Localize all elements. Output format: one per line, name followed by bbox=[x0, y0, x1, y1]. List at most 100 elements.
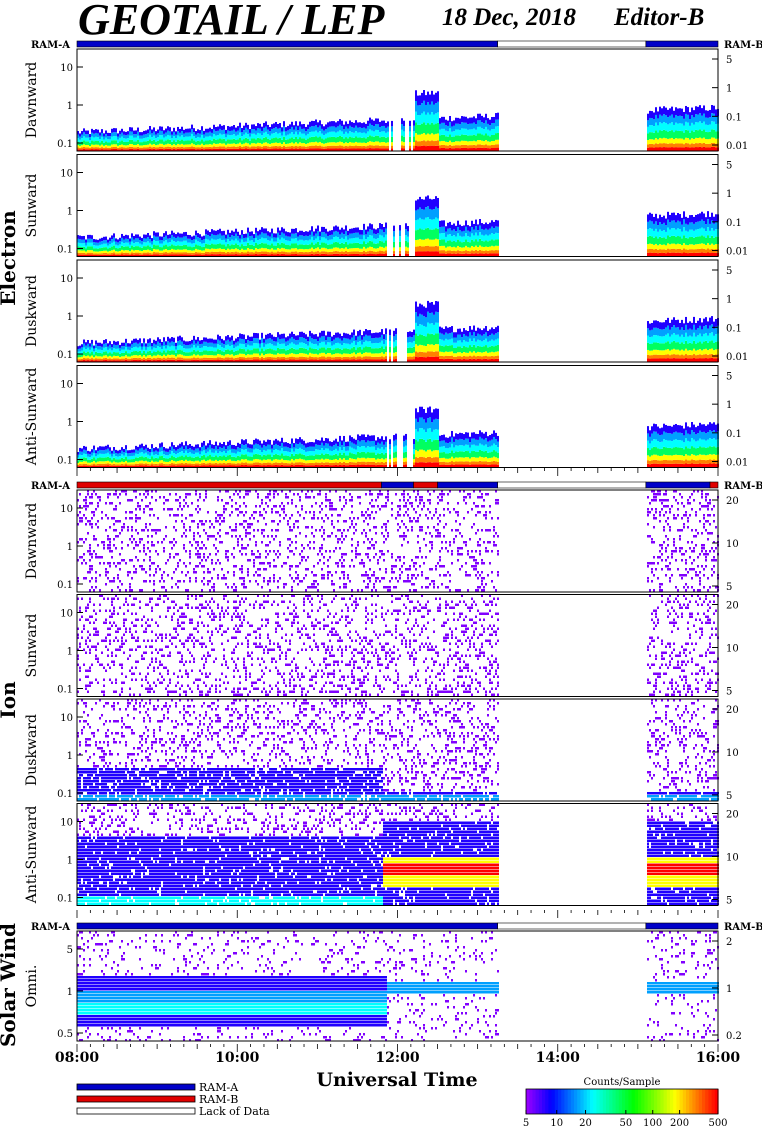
colorbar-cell bbox=[554, 1089, 559, 1114]
y-tick-label: 1 bbox=[67, 987, 73, 998]
electron-panel-3-frame bbox=[76, 365, 719, 468]
solar-wind-panel-frame bbox=[76, 930, 719, 1042]
colorbar-cell bbox=[564, 1089, 569, 1114]
ion-panel-1-frame bbox=[76, 594, 719, 697]
x-tick-label: 10:00 bbox=[215, 1050, 259, 1066]
electron-spectrogram-0 bbox=[77, 90, 719, 151]
colorbar-cell bbox=[526, 1089, 530, 1114]
y2-tick-label: 10 bbox=[726, 539, 739, 550]
colorbar-cell bbox=[682, 1089, 687, 1114]
mode-bar-segment-ion bbox=[709, 481, 719, 489]
colorbar-cell bbox=[692, 1089, 697, 1114]
y2-tick-label: 0.01 bbox=[726, 141, 748, 152]
colorbar-title: Counts/Sample bbox=[584, 1077, 661, 1088]
y2-tick-label: 20 bbox=[726, 810, 739, 821]
colorbar-cell bbox=[631, 1089, 636, 1114]
y2-tick-label: 5 bbox=[726, 791, 732, 802]
colorbar-cell bbox=[586, 1089, 591, 1114]
ion-spectrogram-0 bbox=[77, 490, 719, 592]
colorbar-cell bbox=[711, 1089, 716, 1114]
ion-spectrogram-1 bbox=[77, 594, 719, 696]
y-tick-label: 0.1 bbox=[57, 350, 73, 361]
colorbar-cell bbox=[676, 1089, 681, 1114]
panel-label: Dawnward bbox=[24, 62, 40, 139]
y2-tick-label: 0.01 bbox=[726, 352, 748, 363]
colorbar-tick-label: 10 bbox=[550, 1118, 563, 1128]
y-tick-label: 10 bbox=[60, 169, 73, 180]
y-tick-label: 0.1 bbox=[57, 580, 73, 591]
y-tick-label: 0.1 bbox=[57, 685, 73, 696]
colorbar-cell bbox=[577, 1089, 581, 1114]
y-tick-label: 1 bbox=[67, 418, 73, 429]
colorbar-cell bbox=[535, 1089, 540, 1114]
mode-bar-segment-solar-wind bbox=[645, 922, 719, 930]
colorbar-cell bbox=[615, 1089, 620, 1114]
legend-item-label: RAM-A bbox=[199, 1081, 239, 1094]
y-tick-label: 0.1 bbox=[57, 456, 73, 467]
electron-spectrogram-2 bbox=[77, 300, 719, 362]
y2-tick-label: 5 bbox=[726, 161, 732, 172]
electron-spectrogram-1 bbox=[77, 195, 719, 257]
colorbar-cell bbox=[542, 1089, 546, 1114]
y2-tick-label: 5 bbox=[726, 55, 732, 66]
colorbar-cell bbox=[657, 1089, 661, 1114]
legend-item-label: RAM-B bbox=[199, 1093, 238, 1106]
colorbar-cell bbox=[714, 1089, 719, 1114]
y-tick-label: 0.1 bbox=[57, 139, 73, 150]
panel-label: Duskward bbox=[24, 714, 40, 786]
colorbar-frame bbox=[525, 1088, 719, 1115]
y-tick-label: 5 bbox=[67, 945, 73, 956]
date-label: 18 Dec, 2018 bbox=[442, 4, 576, 32]
y-tick-label: 0.1 bbox=[57, 789, 73, 800]
colorbar-cell bbox=[538, 1089, 543, 1114]
colorbar-cell bbox=[548, 1089, 553, 1114]
y-tick-label: 1 bbox=[67, 856, 73, 867]
colorbar-cell bbox=[529, 1089, 533, 1114]
y-tick-label: 10 bbox=[60, 380, 73, 391]
ram-a-label: RAM-A bbox=[31, 40, 70, 51]
y2-tick-label: 5 bbox=[726, 372, 732, 383]
y2-tick-label: 1 bbox=[726, 295, 732, 306]
colorbar-tick-label: 100 bbox=[643, 1118, 662, 1128]
colorbar-cell bbox=[654, 1089, 658, 1114]
electron-spectrogram-3 bbox=[77, 406, 719, 468]
mode-bar-segment-solar-wind bbox=[76, 922, 498, 930]
ion-panel-2-frame bbox=[76, 698, 719, 802]
panel-label: Anti-Sunward bbox=[24, 368, 40, 467]
y-tick-label: 0.1 bbox=[57, 245, 73, 256]
y-tick-label: 10 bbox=[60, 818, 73, 829]
colorbar-cell bbox=[567, 1089, 572, 1114]
colorbar-tick-label: 500 bbox=[708, 1118, 727, 1128]
colorbar-cell bbox=[570, 1089, 575, 1114]
mode-bar-segment-electron bbox=[645, 40, 719, 48]
y2-tick-label: 2 bbox=[726, 937, 732, 948]
colorbar-tick-label: 5 bbox=[523, 1118, 529, 1128]
y2-tick-label: 0.1 bbox=[726, 429, 742, 440]
panel-label: Anti-Sunward bbox=[24, 806, 40, 905]
colorbar-cell bbox=[644, 1089, 649, 1114]
y2-tick-label: 5 bbox=[726, 266, 732, 277]
colorbar-cell bbox=[641, 1089, 645, 1114]
mode-bar-segment-ion bbox=[437, 481, 498, 489]
colorbar-cell bbox=[599, 1089, 604, 1114]
ram-b-label: RAM-B bbox=[724, 40, 762, 51]
y-tick-label: 0.5 bbox=[57, 1029, 73, 1040]
panel-label: Dawnward bbox=[24, 503, 40, 580]
group-label-solar-wind: Solar Wind bbox=[0, 923, 20, 1047]
y2-tick-label: 20 bbox=[726, 705, 739, 716]
colorbar-cell bbox=[590, 1089, 594, 1114]
y2-tick-label: 10 bbox=[726, 748, 739, 759]
y2-tick-label: 0.1 bbox=[726, 323, 742, 334]
x-axis-label: Universal Time bbox=[316, 1069, 477, 1091]
legend-item-label: Lack of Data bbox=[199, 1105, 270, 1118]
y-tick-label: 10 bbox=[60, 63, 73, 74]
group-label-electron: Electron bbox=[0, 210, 20, 306]
y2-tick-label: 0.1 bbox=[726, 112, 742, 123]
mode-bar-segment-ion bbox=[497, 481, 647, 489]
colorbar-cell bbox=[532, 1089, 537, 1114]
colorbar-cell bbox=[583, 1089, 588, 1114]
y2-tick-label: 0.01 bbox=[726, 247, 748, 258]
colorbar-cell bbox=[612, 1089, 617, 1114]
legend-swatch-1 bbox=[76, 1095, 196, 1103]
solar-wind-spectrogram bbox=[77, 931, 719, 1042]
